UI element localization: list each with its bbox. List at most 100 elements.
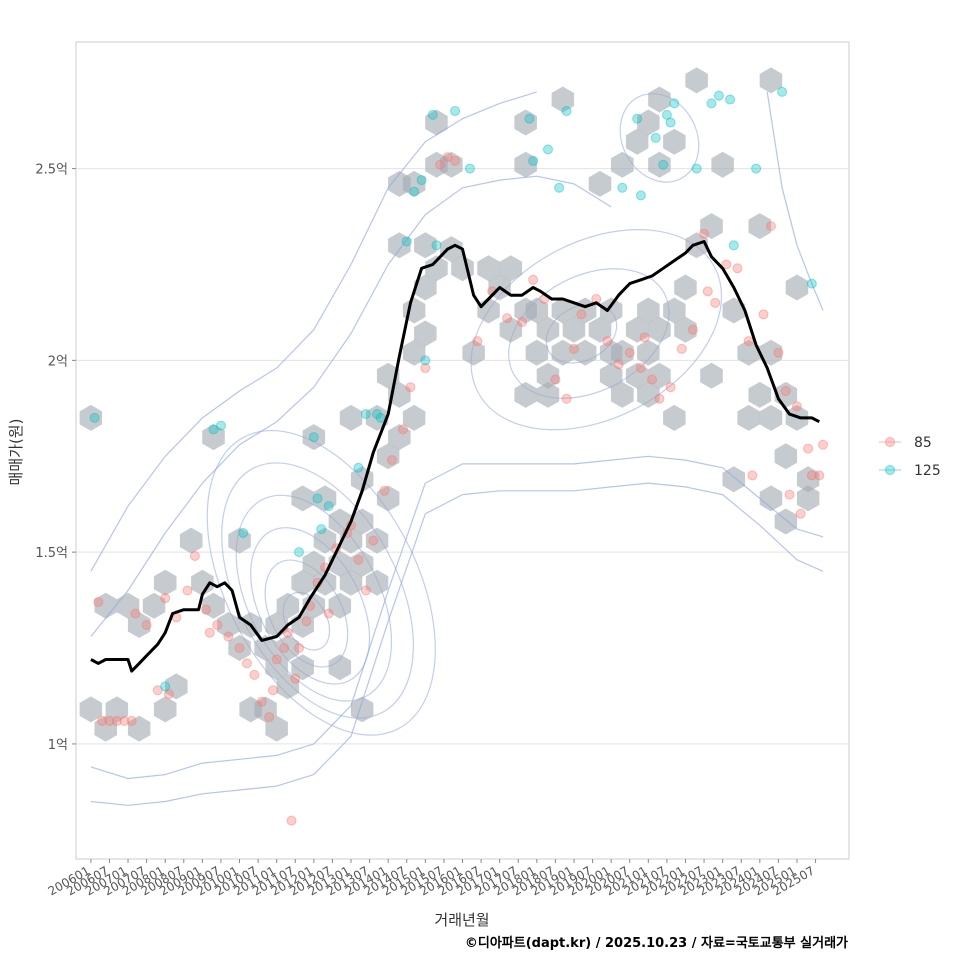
hexbin-cell — [514, 381, 537, 408]
y-tick-label: 2.5억 — [35, 163, 68, 178]
hexbin-cell — [462, 339, 485, 366]
scatter-points — [89, 86, 828, 826]
hexbin-cell — [425, 255, 448, 282]
hexbin-cell — [663, 297, 686, 324]
hexbin-cell — [562, 316, 586, 343]
data-point-125 — [353, 462, 364, 473]
data-point-125 — [238, 527, 249, 538]
data-point-125 — [464, 163, 475, 174]
data-point-125 — [360, 409, 371, 420]
data-point-85 — [111, 715, 122, 726]
hexbin-cell — [276, 673, 300, 700]
hexbin-cell — [737, 404, 760, 431]
hexbin-cell — [588, 316, 612, 343]
hexbin-cell — [525, 297, 549, 324]
x-axis-ticks: 2006012006072007012007072008012008072009… — [46, 859, 817, 899]
data-point-125 — [561, 106, 572, 117]
data-point-85 — [710, 297, 721, 308]
data-point-125 — [806, 278, 817, 289]
chart-caption: ©디아파트(dapt.kr) / 2025.10.23 / 자료=국토교통부 실… — [465, 935, 848, 951]
data-point-85 — [442, 152, 453, 163]
data-point-85 — [241, 658, 252, 669]
hexbin-cell — [202, 424, 225, 451]
data-point-85 — [702, 286, 713, 297]
data-point-85 — [773, 347, 784, 358]
data-point-85 — [613, 359, 624, 370]
hexbin-cell — [414, 232, 437, 259]
legend-item-125[interactable]: 125 — [879, 463, 941, 479]
y-axis-ticks: 1억 1.5억 2억 2.5억 — [35, 163, 76, 753]
data-point-85 — [435, 159, 446, 170]
data-point-125 — [661, 109, 672, 120]
data-point-85 — [182, 585, 193, 596]
hexbin-cell — [440, 236, 463, 263]
data-point-85 — [639, 332, 650, 343]
hexbin-cell — [625, 362, 649, 389]
data-point-85 — [290, 673, 301, 684]
trend-line — [90, 240, 820, 673]
legend-swatch-85 — [885, 437, 895, 447]
data-point-85 — [234, 643, 245, 654]
hexbin-cell — [648, 86, 671, 113]
hexbin-cell — [700, 362, 723, 389]
hexbin-cell — [313, 485, 337, 512]
hexbin-cell — [637, 297, 660, 324]
data-point-85 — [803, 443, 814, 454]
data-point-85 — [635, 363, 646, 374]
hexbin-cell — [477, 255, 500, 282]
hexbin-cell — [637, 381, 660, 408]
data-point-125 — [691, 163, 702, 174]
hexbin-cell — [153, 569, 177, 596]
data-point-85 — [279, 643, 290, 654]
hexbin-cell — [388, 232, 411, 259]
data-point-85 — [267, 685, 278, 696]
trend-line-layer — [90, 240, 820, 673]
legend-item-85[interactable]: 85 — [879, 435, 932, 451]
data-point-85 — [264, 712, 275, 723]
hexbin-cell — [748, 381, 772, 408]
hexbin-cell — [674, 274, 697, 301]
data-point-85 — [119, 715, 130, 726]
data-point-125 — [409, 186, 420, 197]
data-point-85 — [282, 627, 293, 638]
y-tick-label: 1.5억 — [35, 546, 68, 561]
data-point-125 — [632, 113, 643, 124]
legend: 85 125 — [879, 435, 941, 479]
data-point-85 — [223, 631, 234, 642]
hexbin-cell — [339, 569, 363, 596]
data-point-85 — [550, 374, 561, 385]
data-point-85 — [141, 620, 152, 631]
hexbin-cell — [388, 424, 411, 451]
hexbin-cell — [276, 592, 300, 619]
data-point-125 — [554, 182, 565, 193]
hexbin-cell — [328, 508, 352, 535]
hexbin-cell — [328, 592, 352, 619]
hexbin-cell — [153, 696, 177, 723]
data-point-125 — [401, 236, 412, 247]
hexbin-cell — [796, 466, 820, 493]
hexbin-cell — [536, 316, 560, 343]
y-tick-label: 2억 — [48, 354, 68, 369]
hexbin-cell — [228, 527, 251, 554]
hexbin-cell — [573, 339, 597, 366]
hexbin-cell — [202, 592, 225, 619]
hexbin-cell — [648, 362, 671, 389]
density-contour — [90, 175, 612, 637]
hexbin-cell — [116, 592, 140, 619]
x-axis-title: 거래년월 — [434, 911, 489, 929]
hexbin-cell — [414, 274, 437, 301]
data-point-85 — [160, 593, 171, 604]
data-point-125 — [312, 493, 323, 504]
hexbin-cell — [514, 151, 537, 178]
data-point-85 — [271, 654, 282, 665]
data-point-85 — [249, 669, 260, 680]
data-point-125 — [542, 144, 553, 155]
hexbin-cell — [105, 696, 129, 723]
data-point-125 — [372, 409, 383, 420]
hexbin-cell — [599, 297, 623, 324]
data-point-85 — [286, 815, 297, 826]
hexbin-cell — [785, 274, 809, 301]
data-point-85 — [743, 336, 754, 347]
data-point-85 — [817, 439, 828, 450]
hexbin-cell — [291, 485, 314, 512]
